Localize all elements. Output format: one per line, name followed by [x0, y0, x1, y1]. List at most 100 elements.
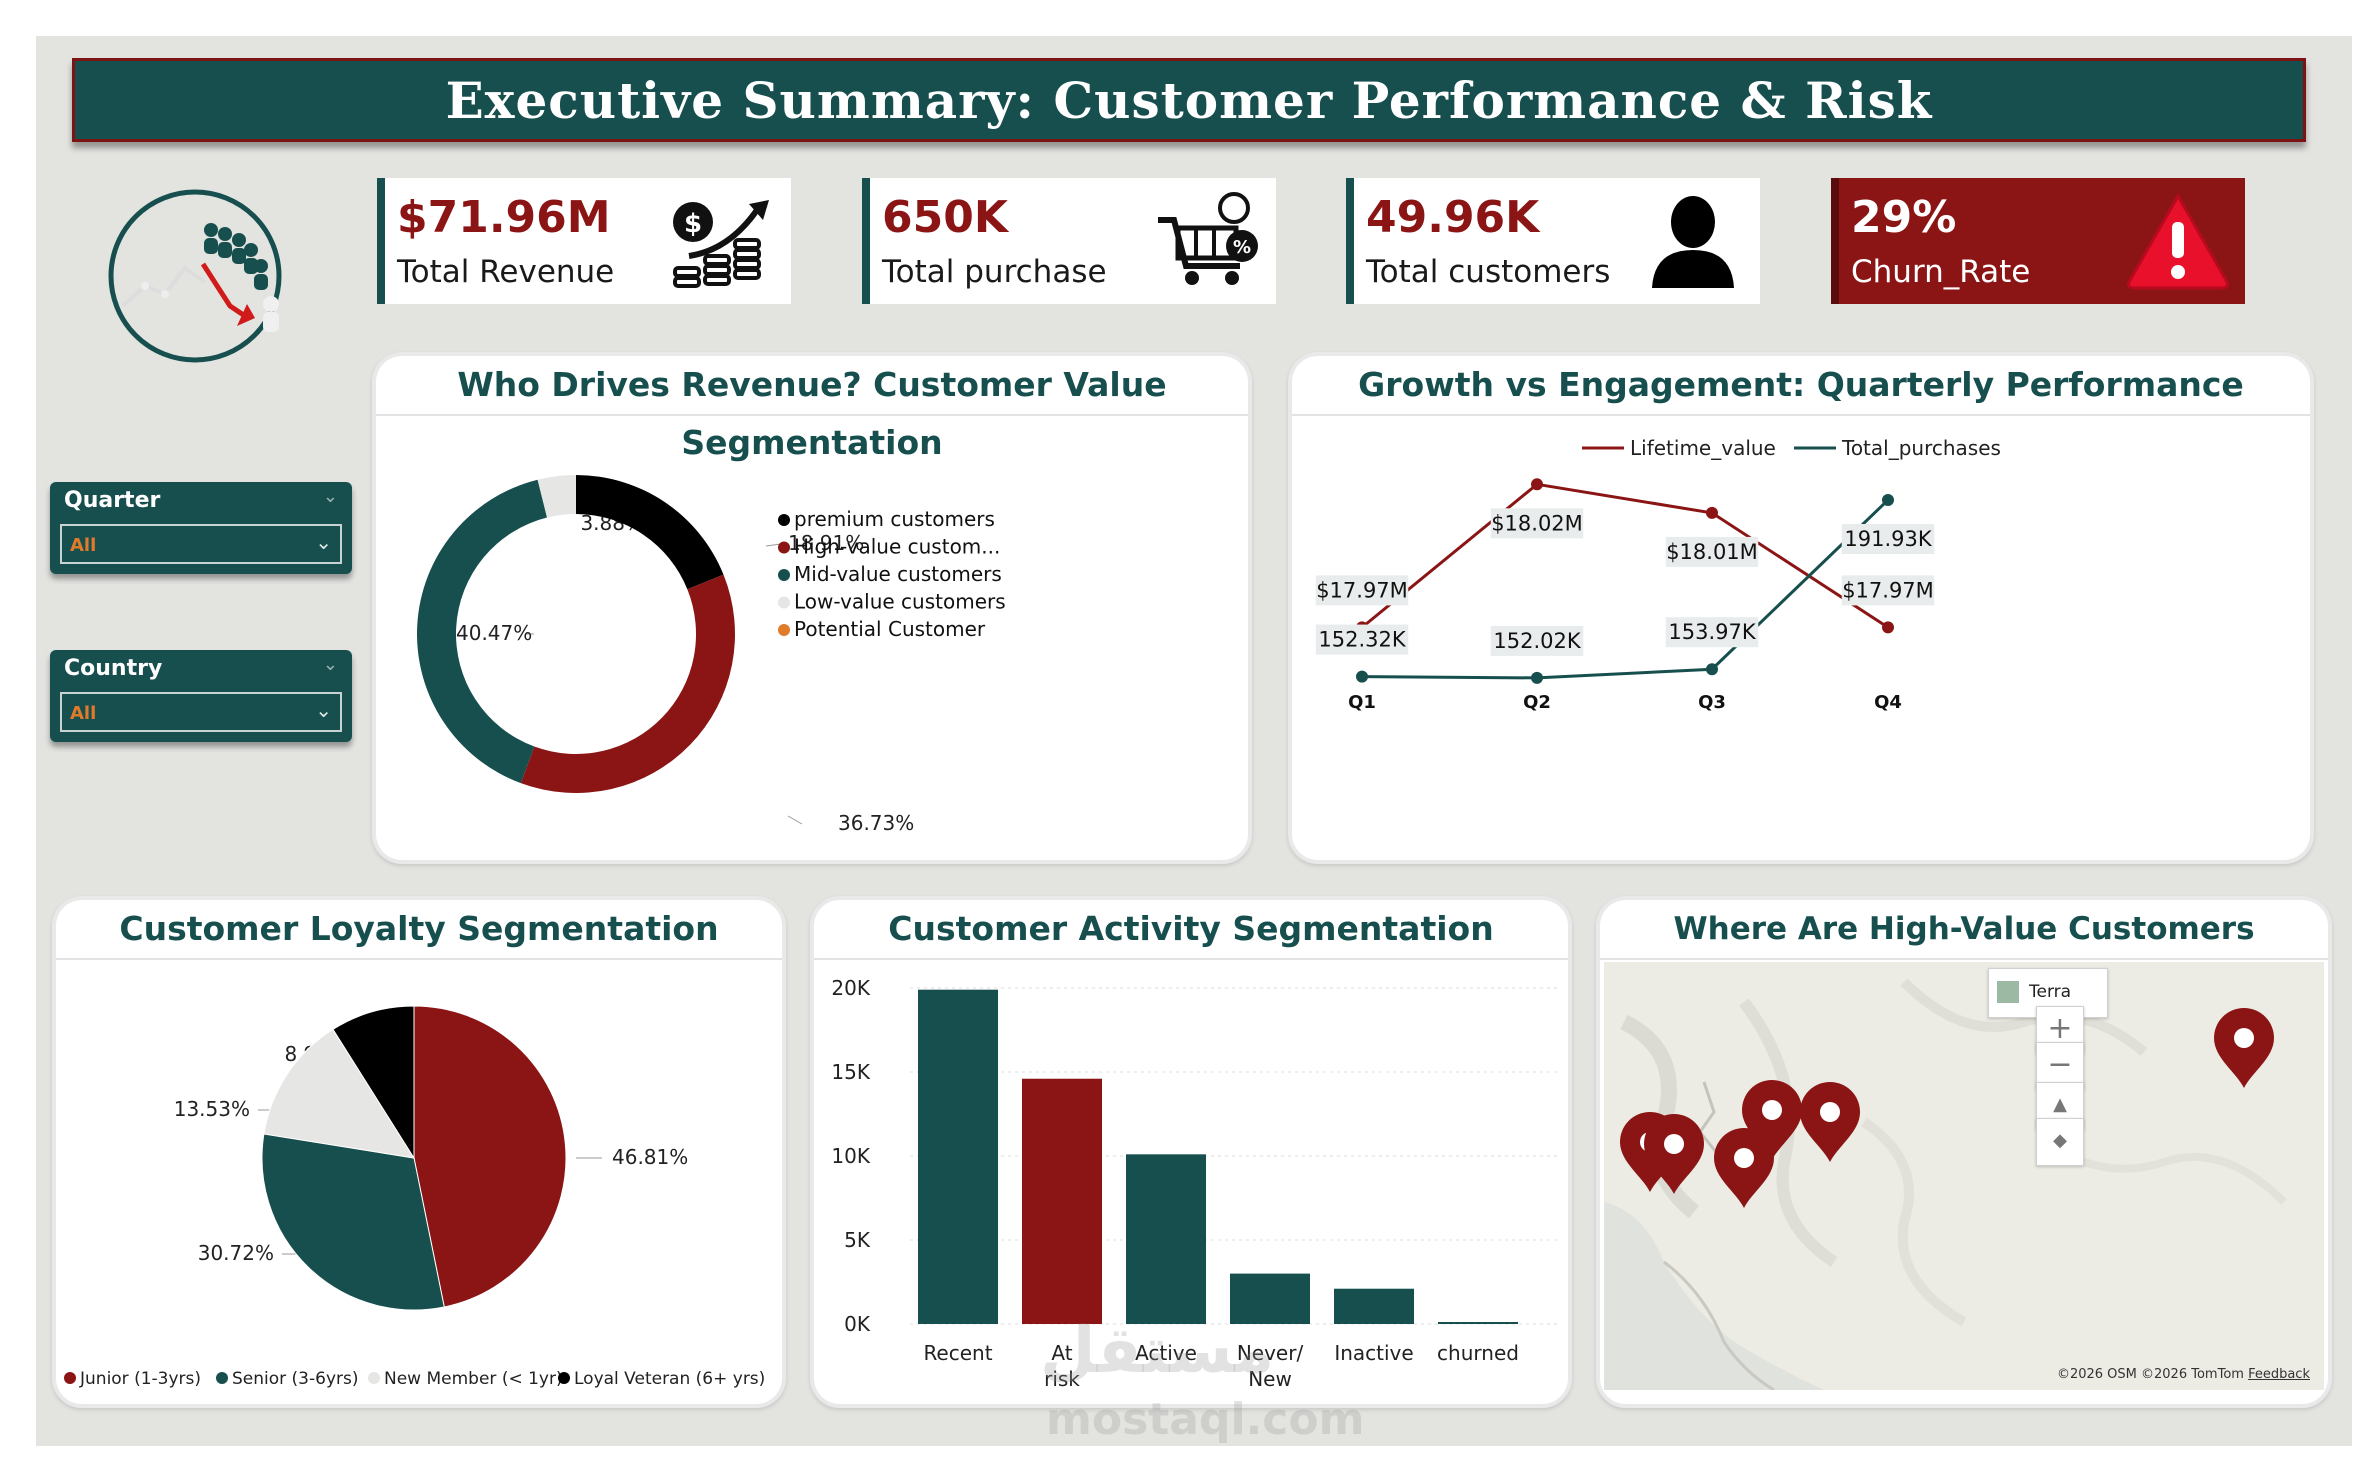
data-point[interactable] — [1356, 670, 1368, 683]
map-style-label: Terra — [2029, 982, 2072, 1002]
svg-text:$: $ — [684, 209, 702, 239]
legend-item[interactable]: Low-value customers — [794, 590, 1006, 614]
panel-title: Where Are High-Value Customers Churning? — [1600, 900, 2328, 1005]
data-label-bg — [1841, 524, 1935, 554]
shopping-cart-icon: % — [1158, 192, 1258, 285]
feedback-link[interactable]: Feedback — [2248, 1367, 2310, 1382]
map-pin-icon[interactable] — [1644, 1114, 1704, 1194]
loyalty-pie-chart[interactable]: 8.94% 13.53% 46.81% 30.72% Junior (1-3yr… — [56, 960, 782, 1400]
money-growth-icon: $ — [673, 200, 769, 288]
compass-icon[interactable]: ◆ — [2036, 1118, 2084, 1166]
donut-slice[interactable] — [537, 475, 576, 518]
kpi-total-revenue: $71.96M Total Revenue $ — [377, 178, 791, 304]
bar[interactable] — [1022, 1078, 1102, 1324]
watermark-latin: mostaql.com — [1046, 1394, 1365, 1445]
y-tick-label: 0K — [844, 1312, 871, 1336]
data-point[interactable] — [1531, 671, 1543, 684]
bar[interactable] — [1126, 1154, 1206, 1324]
data-label: $18.02M — [1491, 511, 1583, 535]
x-tick-label: churned — [1437, 1341, 1519, 1365]
warning-icon — [2127, 192, 2229, 290]
country-filter[interactable]: Country ⌄ All ⌄ — [50, 650, 352, 742]
chevron-down-icon[interactable]: ⌄ — [322, 654, 338, 675]
bar[interactable] — [1438, 1322, 1518, 1324]
data-label: 152.32K — [1318, 628, 1406, 652]
legend-dot — [368, 1372, 380, 1384]
legend-dot — [778, 541, 790, 554]
data-point[interactable] — [1882, 494, 1894, 506]
person-icon — [1652, 196, 1734, 288]
map-pin-icon[interactable] — [1714, 1128, 1774, 1208]
kpi-total-customers: 49.96K Total customers — [1346, 178, 1760, 304]
data-label-bg — [1315, 575, 1409, 606]
bar[interactable] — [918, 989, 998, 1324]
legend-item[interactable]: Senior (3-6yrs) — [232, 1369, 358, 1389]
bar[interactable] — [1334, 1288, 1414, 1324]
chevron-down-icon[interactable]: ⌄ — [315, 530, 332, 554]
chevron-down-icon[interactable]: ⌄ — [315, 698, 332, 722]
y-tick-label: 10K — [831, 1144, 870, 1168]
legend-dot — [216, 1372, 228, 1384]
panel-title: Growth vs Engagement: Quarterly Performa… — [1292, 356, 2310, 416]
quarter-filter-title: Quarter — [64, 488, 161, 513]
donut-slice[interactable] — [417, 479, 548, 784]
data-label: $18.01M — [1666, 540, 1758, 564]
series-line-total-purchases[interactable] — [1361, 498, 1890, 680]
watermark-arabic: مستقل — [1040, 1314, 1275, 1388]
country-dropdown[interactable]: All ⌄ — [60, 692, 342, 732]
pie-label-senior: 30.72% — [198, 1241, 274, 1265]
series-line-lifetime-value[interactable] — [1361, 482, 1889, 629]
page-title: Executive Summary: Customer Performance … — [445, 70, 1933, 130]
pie-slice[interactable] — [332, 1005, 415, 1160]
data-label: $17.97M — [1842, 578, 1934, 602]
donut-slice[interactable] — [520, 574, 735, 793]
legend-item[interactable]: Loyal Veteran (6+ yrs) — [574, 1369, 765, 1389]
map-canvas[interactable]: Terra + − ▲ ◆ ©2026 OSM ©2026 TomTom Fee… — [1604, 962, 2324, 1390]
data-label-bg — [1490, 625, 1584, 656]
y-tick-label: 15K — [831, 1060, 870, 1084]
chevron-down-icon[interactable]: ⌄ — [322, 486, 338, 507]
map-pin-icon[interactable] — [2214, 1008, 2274, 1088]
kpi-label: Total Revenue — [397, 254, 615, 290]
legend-dot — [778, 569, 790, 581]
legend-item[interactable]: Mid-value customers — [794, 562, 1002, 586]
kpi-label: Total purchase — [882, 254, 1107, 290]
data-point[interactable] — [1706, 506, 1718, 519]
panel-title: Customer Loyalty Segmentation — [56, 900, 782, 960]
legend-item[interactable]: premium customers — [794, 507, 995, 531]
legend-item[interactable]: New Member (< 1yr) — [384, 1369, 563, 1389]
data-label-bg — [1315, 624, 1409, 655]
y-tick-label: 5K — [844, 1228, 871, 1252]
legend-lifetime-value: Lifetime_value — [1630, 436, 1776, 460]
map-panel: Where Are High-Value Customers Churning?… — [1596, 896, 2332, 1408]
kpi-value: 49.96K — [1366, 192, 1540, 243]
pie-slice[interactable] — [261, 1133, 445, 1311]
legend-item[interactable]: Junior (1-3yrs) — [79, 1369, 201, 1389]
kpi-value: $71.96M — [397, 192, 611, 243]
legend-item[interactable]: High-value custom... — [794, 535, 1000, 559]
legend-dot — [64, 1372, 76, 1384]
activity-panel: Customer Activity Segmentation 20K 15K 10K… — [810, 896, 1572, 1408]
growth-line-chart[interactable]: Lifetime_value Total_purchases $17.97M $1… — [1292, 416, 2310, 856]
terrain-thumbnail-icon — [1997, 981, 2019, 1003]
pie-slice[interactable] — [413, 1005, 567, 1308]
legend-item[interactable]: Potential Customer — [794, 617, 986, 641]
bar[interactable] — [1230, 1273, 1310, 1324]
chart-legend: Lifetime_value Total_purchases — [1582, 436, 2001, 460]
data-point[interactable] — [1531, 478, 1543, 491]
map-pin-icon[interactable] — [1800, 1082, 1860, 1162]
value-segmentation-panel: Who Drives Revenue? Customer Value Segme… — [372, 352, 1252, 864]
panel-title: Customer Activity Segmentation — [814, 900, 1568, 960]
data-point[interactable] — [1706, 663, 1718, 676]
data-point[interactable] — [1882, 621, 1894, 634]
quarter-filter[interactable]: Quarter ⌄ All ⌄ — [50, 482, 352, 574]
quarter-dropdown[interactable]: All ⌄ — [60, 524, 342, 564]
quarter-selected-value: All — [70, 535, 97, 556]
value-segmentation-chart[interactable]: 3.88% 18.91% 40.47% 36.73% premium custo… — [376, 416, 1248, 856]
legend-total-purchases: Total_purchases — [1841, 436, 2001, 460]
donut-slice[interactable] — [576, 475, 724, 590]
map-pins[interactable] — [1604, 962, 2324, 1390]
pie-slice[interactable] — [263, 1028, 416, 1159]
y-tick-label: 20K — [831, 976, 870, 1000]
